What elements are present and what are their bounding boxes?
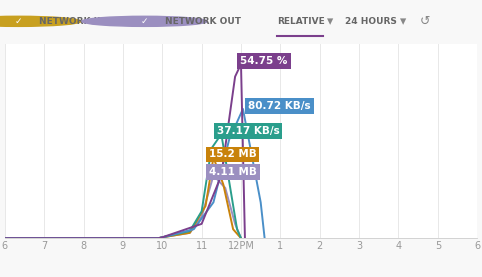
Text: 15.2 MB: 15.2 MB (209, 149, 256, 160)
Circle shape (82, 16, 207, 26)
Text: 24 HOURS: 24 HOURS (345, 17, 397, 26)
Text: ▾: ▾ (400, 15, 406, 28)
Text: 80.72 KB/s: 80.72 KB/s (248, 101, 311, 111)
Text: ✓: ✓ (14, 17, 22, 26)
Text: 4.11 MB: 4.11 MB (209, 167, 256, 177)
Text: 54.75 %: 54.75 % (240, 56, 288, 66)
Text: ▾: ▾ (327, 15, 333, 28)
Text: RELATIVE: RELATIVE (277, 17, 325, 26)
Text: NETWORK IN: NETWORK IN (39, 17, 104, 26)
Text: 37.17 KB/s: 37.17 KB/s (216, 126, 280, 136)
Circle shape (0, 16, 81, 26)
Text: ↺: ↺ (419, 15, 430, 28)
Text: NETWORK OUT: NETWORK OUT (165, 17, 241, 26)
Text: ✓: ✓ (141, 17, 148, 26)
